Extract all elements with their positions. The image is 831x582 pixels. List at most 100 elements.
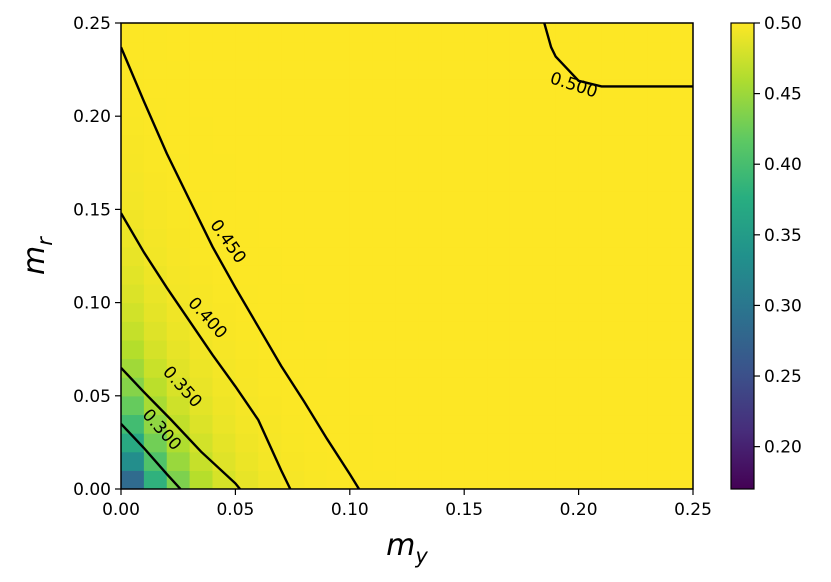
heatmap-cell [601, 339, 625, 360]
heatmap-cell [532, 321, 557, 341]
heatmap-cell [372, 339, 397, 360]
heatmap-cell [647, 321, 671, 341]
heatmap-cell [143, 60, 168, 80]
heatmap-cell [464, 321, 488, 341]
heatmap-cell [464, 78, 488, 99]
heatmap-cell [601, 321, 625, 341]
heatmap-cell [349, 23, 374, 43]
heatmap-cell [624, 190, 648, 210]
heatmap-cell [212, 246, 236, 266]
heatmap-cell [578, 358, 603, 378]
heatmap-cell [121, 97, 145, 117]
heatmap-cell [647, 358, 671, 378]
heatmap-cell [441, 358, 465, 378]
heatmap-cell [235, 339, 259, 360]
heatmap-cell [304, 228, 328, 248]
heatmap-cell [143, 302, 168, 322]
heatmap-cell [555, 97, 580, 117]
heatmap-cell [647, 153, 671, 173]
heatmap-cell [121, 172, 145, 192]
heatmap-cell [326, 97, 351, 117]
heatmap-cell [121, 321, 145, 341]
heatmap-cell [395, 78, 420, 99]
heatmap-cell [555, 302, 580, 322]
heatmap-cell [532, 190, 557, 210]
colorbar-tick-label: 0.50 [764, 14, 802, 34]
heatmap-cell [601, 209, 625, 229]
heatmap-cell [235, 209, 259, 229]
x-axis-ticks: 0.00 0.05 0.10 0.15 0.20 0.25 [102, 489, 712, 520]
heatmap-cell [555, 433, 580, 453]
heatmap-cell [304, 116, 328, 136]
heatmap-cell [601, 153, 625, 173]
heatmap-cell [212, 97, 236, 117]
heatmap-cell [624, 470, 648, 489]
heatmap-cell [509, 470, 534, 489]
heatmap-cell [670, 414, 693, 434]
heatmap-cell [281, 246, 305, 266]
heatmap-cell [395, 414, 420, 434]
heatmap-cell [349, 134, 374, 155]
heatmap-cell [121, 60, 145, 80]
heatmap-cell [601, 228, 625, 248]
heatmap-cell [281, 172, 305, 192]
heatmap-cell [281, 358, 305, 378]
heatmap-cell [121, 283, 145, 304]
y-axis-ticks: 0.00 0.05 0.10 0.15 0.20 0.25 [73, 14, 121, 500]
heatmap-cell [235, 451, 259, 471]
heatmap-cell [487, 321, 511, 341]
heatmap-cell [166, 172, 191, 192]
heatmap-cell [281, 377, 305, 397]
heatmap-cell [418, 395, 442, 416]
heatmap-cell [578, 377, 603, 397]
heatmap-cell [281, 302, 305, 322]
heatmap-cell [509, 265, 534, 285]
heatmap-cell [121, 451, 145, 471]
heatmap-cell [487, 283, 511, 304]
heatmap-cell [372, 358, 397, 378]
heatmap-cell [304, 209, 328, 229]
heatmap-cell [578, 321, 603, 341]
heatmap-cell [418, 433, 442, 453]
heatmap-cell [418, 377, 442, 397]
heatmap-cell [395, 190, 420, 210]
heatmap-cell [601, 283, 625, 304]
heatmap-cell [532, 302, 557, 322]
heatmap-cell [624, 451, 648, 471]
heatmap-cell [624, 377, 648, 397]
heatmap-cell [235, 41, 259, 61]
heatmap-cell [258, 395, 282, 416]
heatmap-cell [464, 228, 488, 248]
heatmap-cell [670, 265, 693, 285]
heatmap-cell [304, 190, 328, 210]
heatmap-cell [349, 377, 374, 397]
heatmap-cell [372, 470, 397, 489]
heatmap-cell [372, 60, 397, 80]
heatmap-cell [555, 377, 580, 397]
heatmap-cell [670, 134, 693, 155]
heatmap-cell [281, 41, 305, 61]
heatmap-cell [647, 283, 671, 304]
heatmap-cell [349, 265, 374, 285]
heatmap-cell [670, 339, 693, 360]
heatmap-cell [509, 395, 534, 416]
heatmap-cell [304, 377, 328, 397]
heatmap-cell [395, 395, 420, 416]
y-tick-label: 0.00 [73, 480, 111, 500]
heatmap-cell [189, 153, 214, 173]
heatmap-cell [235, 116, 259, 136]
heatmap-cell [670, 190, 693, 210]
heatmap-cell [395, 302, 420, 322]
heatmap-cell [532, 78, 557, 99]
heatmap-cell [121, 134, 145, 155]
heatmap-cell [624, 153, 648, 173]
heatmap-cell [624, 41, 648, 61]
heatmap-cell [326, 321, 351, 341]
heatmap-cell [441, 190, 465, 210]
heatmap-cell [441, 97, 465, 117]
heatmap-cell [464, 283, 488, 304]
heatmap-cell [464, 246, 488, 266]
heatmap-cell [441, 209, 465, 229]
heatmap-cell [281, 23, 305, 43]
heatmap-cell [418, 97, 442, 117]
